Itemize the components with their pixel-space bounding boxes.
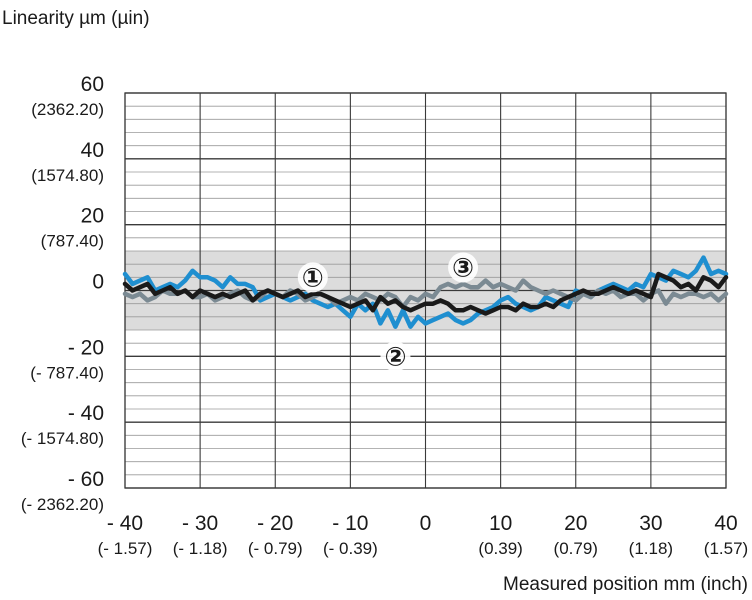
series-line-3	[122, 271, 729, 316]
series-marker-bg-1	[380, 341, 411, 372]
y-tick-sublabel: (- 787.40)	[30, 363, 104, 382]
x-tick-label: 10	[489, 512, 512, 535]
plot-frame	[124, 92, 727, 489]
x-tick-sublabel: (0.39)	[478, 539, 522, 558]
x-axis-title: Measured position mm (inch)	[503, 574, 748, 595]
x-tick-sublabel: (1.18)	[629, 539, 673, 558]
x-tick-label: - 20	[257, 512, 293, 535]
y-tick-sublabel: (- 1574.80)	[21, 429, 104, 448]
y-tick-label: - 40	[68, 402, 104, 425]
x-tick-sublabel: (- 0.39)	[323, 539, 378, 558]
x-tick-sublabel: (- 1.18)	[173, 539, 228, 558]
y-tick-sublabel: (787.40)	[41, 232, 104, 251]
series-markers: ② ③ ①	[297, 252, 479, 372]
series-marker-3: ①	[302, 263, 324, 293]
x-tick-sublabel: (- 0.79)	[248, 539, 303, 558]
y-tick-label: 0	[92, 271, 104, 294]
x-tick-label: 40	[714, 512, 737, 535]
series-marker-2: ③	[452, 253, 474, 283]
x-axis-ticks: - 40 (- 1.57) - 30 (- 1.18) - 20 (- 0.79) - 10…	[98, 512, 749, 558]
series-line-1	[122, 255, 729, 329]
series-marker-1: ②	[384, 342, 406, 372]
x-tick-label: - 10	[332, 512, 368, 535]
grid	[124, 92, 727, 489]
x-tick-label: - 30	[182, 512, 218, 535]
x-tick-label: 30	[639, 512, 662, 535]
y-tick-sublabel: (2362.20)	[31, 100, 104, 119]
series-marker-bg-3	[297, 262, 328, 293]
x-tick-label: - 40	[107, 512, 143, 535]
y-tick-label: - 20	[68, 336, 104, 359]
y-axis-title: Linearity µm (µin)	[2, 8, 150, 29]
y-tick-label: 60	[81, 73, 104, 96]
y-tick-sublabel: (1574.80)	[31, 166, 104, 185]
y-tick-label: - 60	[68, 468, 104, 491]
x-tick-sublabel: (0.79)	[554, 539, 598, 558]
y-tick-sublabel: (- 2362.20)	[21, 495, 104, 514]
y-tick-label: 20	[81, 205, 104, 228]
y-tick-label: 40	[81, 139, 104, 162]
series-lines	[122, 255, 729, 329]
x-tick-label: 20	[564, 512, 587, 535]
series-marker-bg-2	[448, 252, 479, 283]
x-tick-sublabel: (- 1.57)	[98, 539, 153, 558]
x-tick-label: 0	[420, 512, 432, 535]
x-tick-sublabel: (1.57)	[704, 539, 748, 558]
y-axis-ticks: 60 (2362.20) 40 (1574.80) 20 (787.40) 0 - 20 (- …	[21, 73, 104, 514]
